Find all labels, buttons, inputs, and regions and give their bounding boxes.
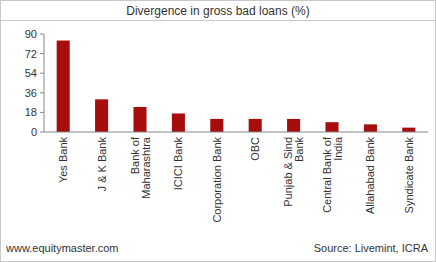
bar — [402, 128, 415, 132]
bar — [249, 119, 262, 132]
y-tick — [40, 132, 44, 133]
frame — [1, 1, 436, 262]
bar — [133, 107, 146, 132]
y-tick-label: 90 — [25, 28, 37, 40]
x-tick-label: ICICI Bank — [172, 137, 184, 191]
x-tick-label-line: Yes Bank — [57, 137, 69, 184]
x-tick-label: Syndicate Bank — [403, 137, 415, 214]
x-tick-label: Corporation Bank — [211, 137, 223, 223]
bar — [287, 119, 300, 132]
y-tick — [40, 53, 44, 54]
x-tick-label-line: India — [332, 136, 344, 161]
x-tick-label: OBC — [249, 137, 261, 161]
x-tick-label: Bank ofMaharashtra — [129, 136, 152, 199]
footer-site: www.equitymaster.com — [5, 242, 118, 254]
bar — [364, 124, 377, 132]
x-tick-label: Allahabad Bank — [364, 137, 376, 215]
bar — [210, 119, 223, 132]
chart: Divergence in gross bad loans (%) 0 18 36 54… — [0, 0, 436, 262]
title: Divergence in gross bad loans (%) — [126, 4, 309, 18]
y-axis — [44, 34, 45, 132]
x-tick-label: Central Bank ofIndia — [321, 136, 344, 213]
x-axis — [44, 132, 428, 133]
x-tick-label-line: OBC — [249, 137, 261, 161]
x-tick-label: J & K Bank — [96, 137, 108, 192]
x-tick-label-line: Bank — [293, 137, 305, 163]
y-tick-label: 0 — [31, 126, 37, 138]
y-tick — [40, 112, 44, 113]
x-tick-label-line: Allahabad Bank — [364, 137, 376, 215]
x-tick-label-line: Maharashtra — [140, 136, 152, 199]
bars — [57, 41, 416, 132]
footer-source: Source: Livemint, ICRA — [314, 242, 429, 254]
y-tick-label: 36 — [25, 87, 37, 99]
bar — [57, 41, 70, 132]
x-tick-label: Punjab & SindBank — [282, 137, 305, 207]
bar — [172, 113, 185, 132]
y-tick — [40, 34, 44, 35]
y-tick-label: 54 — [25, 67, 37, 79]
y-tick-label: 18 — [25, 106, 37, 118]
title-box — [1, 1, 436, 21]
y-tick-label: 72 — [25, 48, 37, 60]
x-tick-label-line: Syndicate Bank — [403, 137, 415, 214]
y-tick — [40, 92, 44, 93]
x-tick-label: Yes Bank — [57, 137, 69, 184]
bar — [95, 99, 108, 132]
x-tick-label-line: J & K Bank — [96, 137, 108, 192]
x-tick-label-line: ICICI Bank — [172, 137, 184, 191]
bar — [325, 122, 338, 132]
x-tick-label-line: Corporation Bank — [211, 137, 223, 223]
y-tick — [40, 73, 44, 74]
